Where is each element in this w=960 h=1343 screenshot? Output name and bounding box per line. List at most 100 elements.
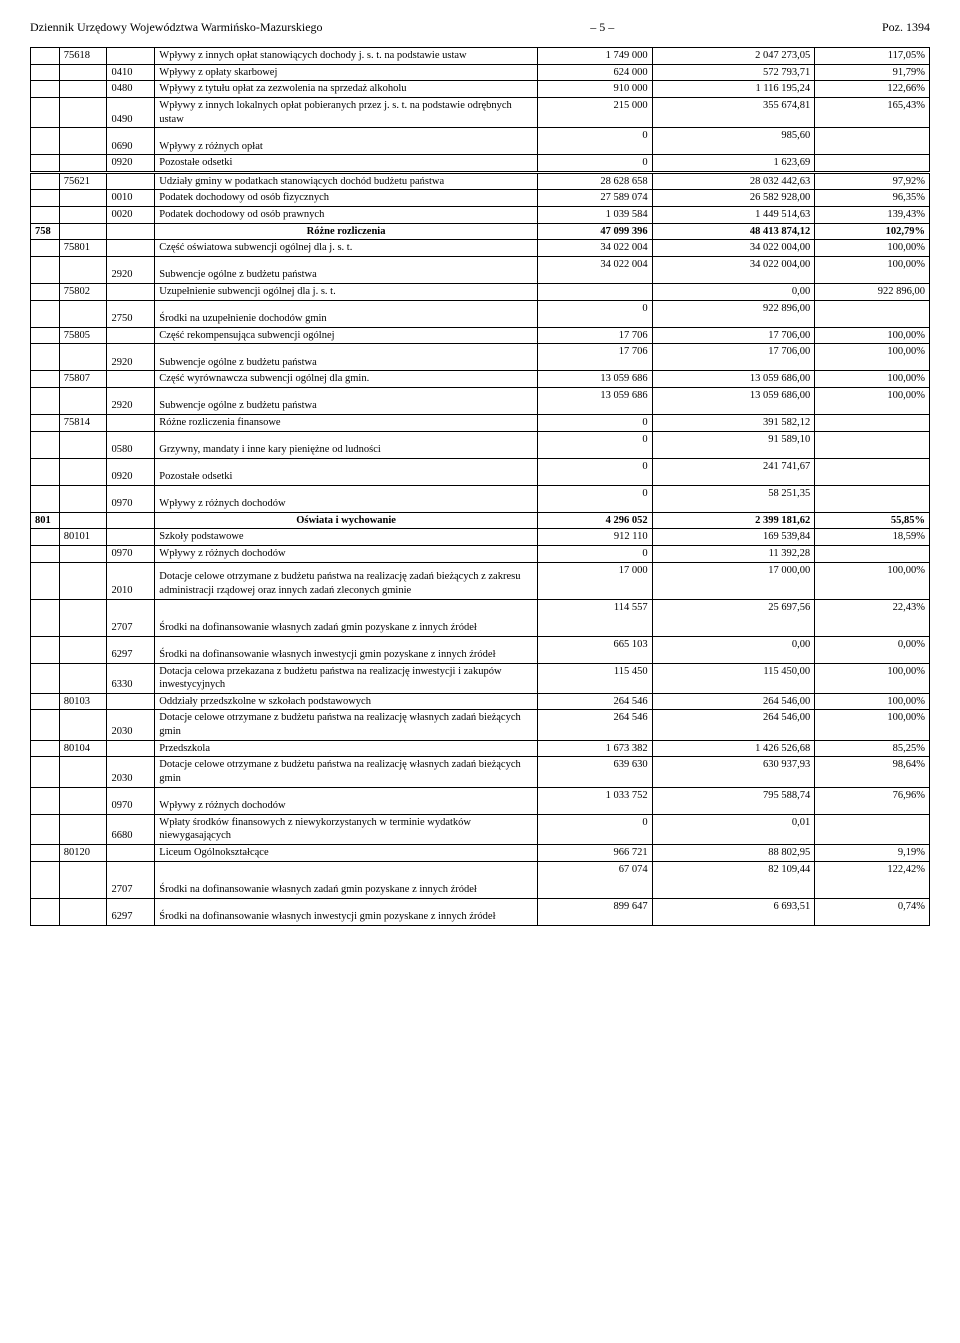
cell-c6: 0,00% [815, 636, 930, 663]
cell-c4: 0 [537, 545, 652, 562]
cell-c4 [537, 284, 652, 301]
cell-c2 [107, 327, 155, 344]
cell-c2: 6330 [107, 663, 155, 693]
cell-c4: 0 [537, 128, 652, 155]
cell-c0 [31, 740, 60, 757]
cell-c1: 75807 [59, 371, 107, 388]
cell-c2: 0010 [107, 190, 155, 207]
cell-c6: 100,00% [815, 371, 930, 388]
cell-c0 [31, 599, 60, 636]
cell-c5: 115 450,00 [652, 663, 815, 693]
cell-c4: 1 749 000 [537, 48, 652, 65]
cell-c0 [31, 240, 60, 257]
cell-c5: 48 413 874,12 [652, 223, 815, 240]
cell-c2: 2920 [107, 387, 155, 414]
cell-c2 [107, 371, 155, 388]
cell-c1 [59, 458, 107, 485]
cell-c3: Środki na dofinansowanie własnych zadań … [155, 599, 538, 636]
cell-c3: Liceum Ogólnokształcące [155, 844, 538, 861]
cell-c4: 13 059 686 [537, 371, 652, 388]
cell-c4: 17 706 [537, 327, 652, 344]
cell-c5: 985,60 [652, 128, 815, 155]
cell-c0 [31, 155, 60, 173]
cell-c3: Wpływy z tytułu opłat za zezwolenia na s… [155, 81, 538, 98]
cell-c0 [31, 97, 60, 127]
cell-c3: Subwencje ogólne z budżetu państwa [155, 257, 538, 284]
cell-c0 [31, 128, 60, 155]
cell-c2: 0490 [107, 97, 155, 127]
cell-c4: 264 546 [537, 710, 652, 740]
cell-c5: 1 623,69 [652, 155, 815, 173]
cell-c5: 34 022 004,00 [652, 257, 815, 284]
cell-c2: 2920 [107, 344, 155, 371]
cell-c4: 17 000 [537, 562, 652, 599]
cell-c5: 17 000,00 [652, 562, 815, 599]
cell-c5: 795 588,74 [652, 787, 815, 814]
cell-c3: Wpływy z opłaty skarbowej [155, 64, 538, 81]
cell-c3: Uzupełnienie subwencji ogólnej dla j. s.… [155, 284, 538, 301]
cell-c3: Przedszkola [155, 740, 538, 757]
cell-c1 [59, 344, 107, 371]
cell-c2 [107, 512, 155, 529]
cell-c5: 6 693,51 [652, 898, 815, 925]
cell-c6: 85,25% [815, 740, 930, 757]
cell-c2: 0970 [107, 545, 155, 562]
cell-c1 [59, 562, 107, 599]
cell-c3: Różne rozliczenia [155, 223, 538, 240]
cell-c5: 28 032 442,63 [652, 172, 815, 190]
cell-c5: 11 392,28 [652, 545, 815, 562]
cell-c2 [107, 844, 155, 861]
cell-c1 [59, 207, 107, 224]
header-page: – 5 – [590, 20, 614, 35]
cell-c5: 241 741,67 [652, 458, 815, 485]
cell-c2 [107, 529, 155, 546]
cell-c6: 100,00% [815, 562, 930, 599]
cell-c2 [107, 740, 155, 757]
cell-c4: 28 628 658 [537, 172, 652, 190]
cell-c2: 0480 [107, 81, 155, 98]
cell-c0 [31, 327, 60, 344]
cell-c3: Udziały gminy w podatkach stanowiących d… [155, 172, 538, 190]
cell-c5: 169 539,84 [652, 529, 815, 546]
cell-c5: 58 251,35 [652, 485, 815, 512]
cell-c2: 0920 [107, 458, 155, 485]
cell-c1 [59, 787, 107, 814]
cell-c6: 91,79% [815, 64, 930, 81]
cell-c0 [31, 387, 60, 414]
cell-c4: 0 [537, 458, 652, 485]
cell-c0 [31, 172, 60, 190]
cell-c0 [31, 190, 60, 207]
cell-c5: 34 022 004,00 [652, 240, 815, 257]
cell-c1 [59, 512, 107, 529]
cell-c3: Wpływy z innych lokalnych opłat pobieran… [155, 97, 538, 127]
cell-c3: Szkoły podstawowe [155, 529, 538, 546]
cell-c3: Dotacje celowe otrzymane z budżetu państ… [155, 562, 538, 599]
cell-c2: 0970 [107, 787, 155, 814]
cell-c0 [31, 663, 60, 693]
cell-c1: 75802 [59, 284, 107, 301]
cell-c5: 0,00 [652, 284, 815, 301]
cell-c6: 922 896,00 [815, 284, 930, 301]
cell-c0 [31, 636, 60, 663]
cell-c4: 0 [537, 300, 652, 327]
cell-c4: 13 059 686 [537, 387, 652, 414]
cell-c6: 100,00% [815, 710, 930, 740]
cell-c0 [31, 693, 60, 710]
cell-c3: Środki na dofinansowanie własnych inwest… [155, 898, 538, 925]
cell-c1 [59, 485, 107, 512]
cell-c5: 13 059 686,00 [652, 387, 815, 414]
cell-c6 [815, 814, 930, 844]
cell-c2 [107, 172, 155, 190]
cell-c2: 2030 [107, 710, 155, 740]
cell-c4: 17 706 [537, 344, 652, 371]
cell-c1: 80104 [59, 740, 107, 757]
cell-c1: 75618 [59, 48, 107, 65]
cell-c4: 67 074 [537, 861, 652, 898]
cell-c5: 630 937,93 [652, 757, 815, 787]
cell-c4: 215 000 [537, 97, 652, 127]
cell-c1: 75801 [59, 240, 107, 257]
cell-c4: 0 [537, 431, 652, 458]
cell-c2 [107, 223, 155, 240]
header-left: Dziennik Urzędowy Województwa Warmińsko-… [30, 20, 323, 35]
cell-c3: Wpływy z różnych dochodów [155, 545, 538, 562]
